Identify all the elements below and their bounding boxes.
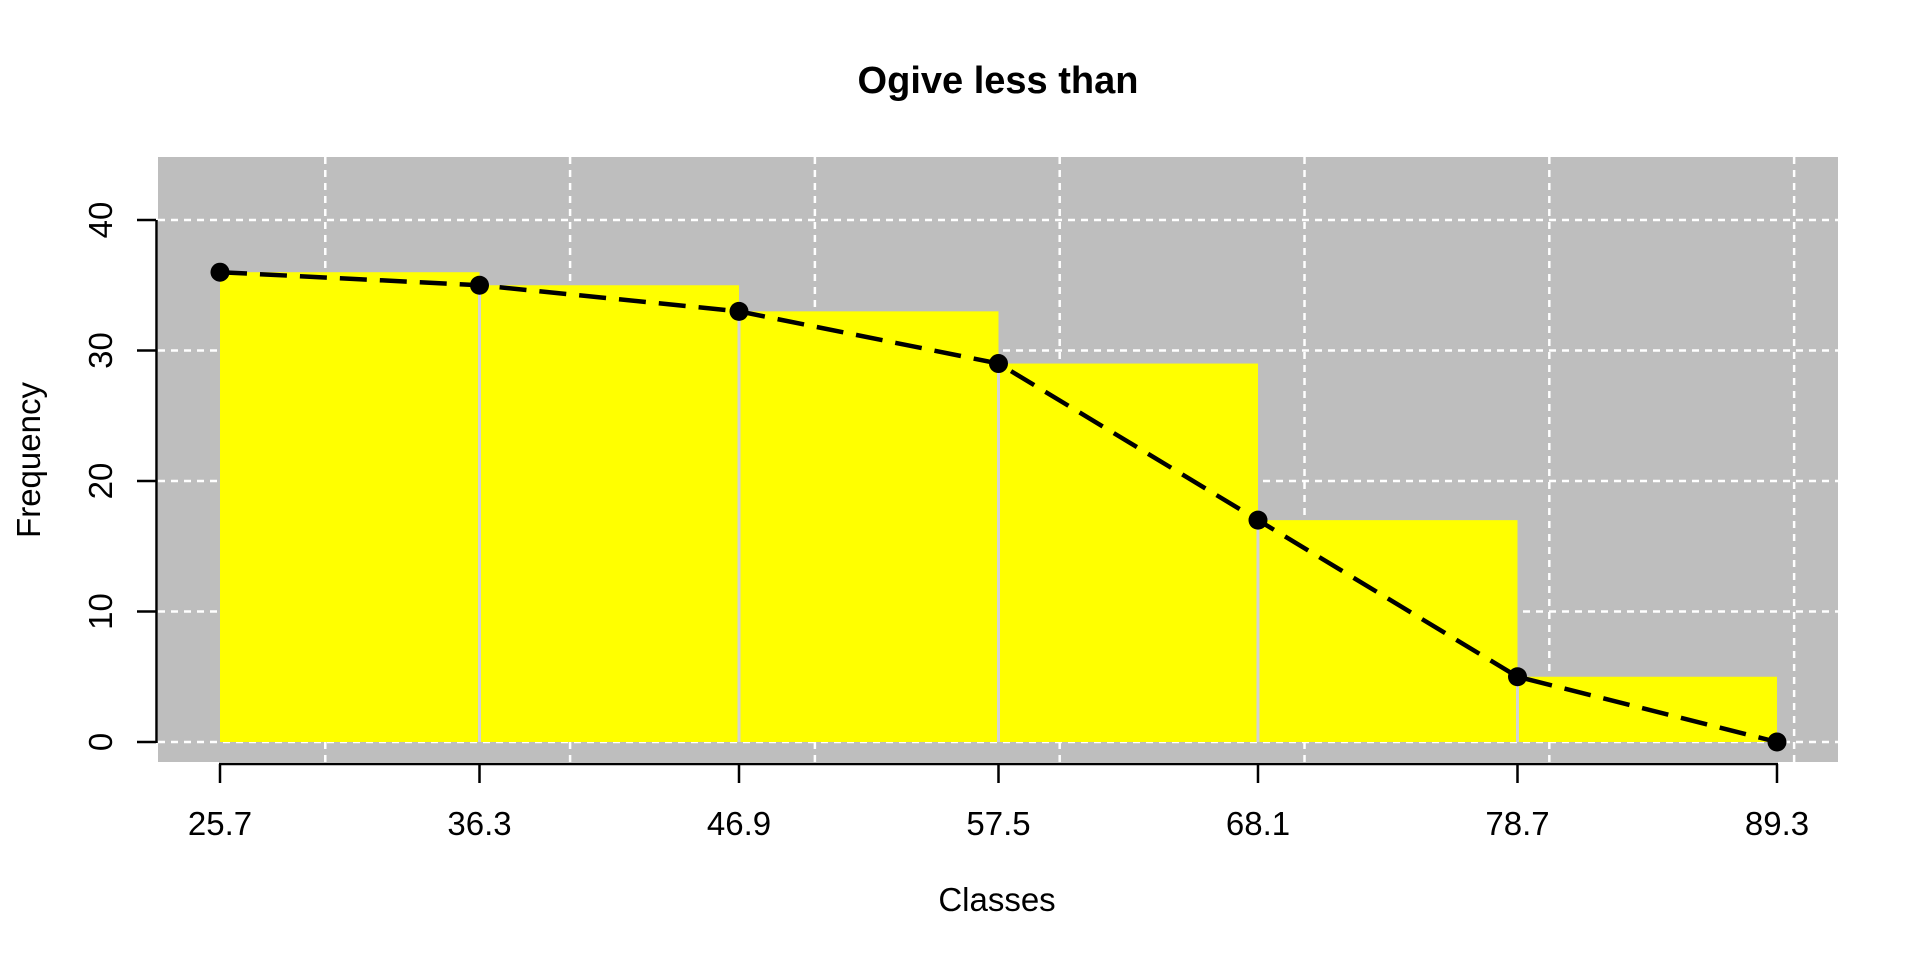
y-tick-label: 10 — [82, 593, 119, 630]
x-axis-title: Classes — [938, 881, 1055, 918]
y-tick-label: 40 — [82, 202, 119, 239]
x-tick-label: 68.1 — [1226, 805, 1290, 842]
ogive-point — [1767, 732, 1787, 752]
ogive-point — [988, 354, 1008, 374]
y-axis-title: Frequency — [10, 382, 47, 538]
ogive-point — [469, 275, 489, 295]
plot-layer: 0 10 20 30 40 25.7 36.3 46.9 57.5 68.1 78.7 89.3 — [82, 157, 1838, 842]
histogram-bar — [738, 311, 999, 742]
ogive-point — [210, 262, 230, 282]
x-tick-label: 57.5 — [966, 805, 1030, 842]
y-tick-label: 20 — [82, 463, 119, 500]
ogive-point — [1507, 667, 1527, 687]
y-tick-label: 30 — [82, 332, 119, 369]
chart-title: Ogive less than — [858, 60, 1139, 102]
x-tick-label: 46.9 — [707, 805, 771, 842]
ogive-point — [1248, 510, 1268, 530]
ogive-point — [729, 301, 749, 321]
x-tick-label: 78.7 — [1485, 805, 1549, 842]
x-tick-label: 25.7 — [188, 805, 252, 842]
histogram-bar — [1257, 520, 1518, 742]
histogram-bar — [479, 285, 739, 742]
x-tick-label: 36.3 — [447, 805, 511, 842]
y-tick-label: 0 — [82, 733, 119, 751]
histogram-bar — [220, 272, 480, 742]
histogram-bar — [998, 363, 1258, 742]
x-tick-label: 89.3 — [1745, 805, 1809, 842]
